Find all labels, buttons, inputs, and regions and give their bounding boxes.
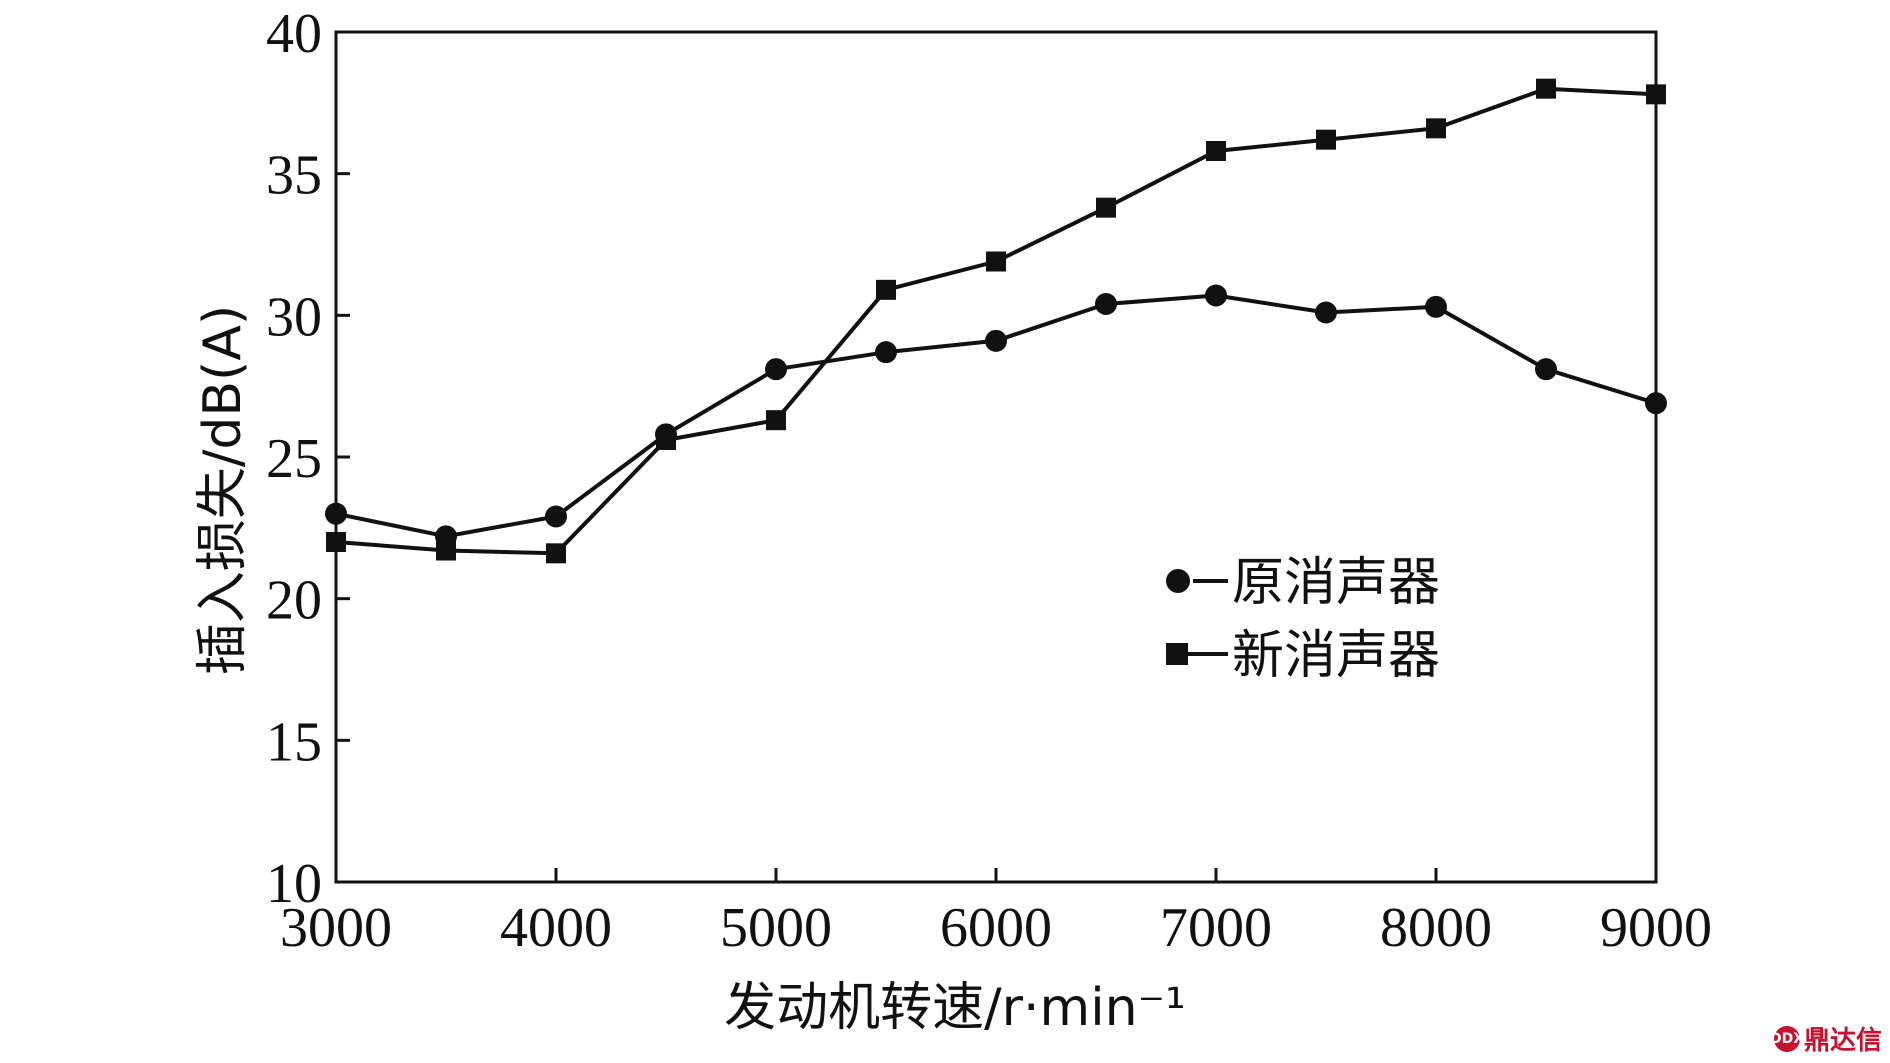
- x-tick-label: 3000: [280, 897, 392, 959]
- watermark-logo-icon: DDX: [1770, 1025, 1804, 1052]
- x-tick-label: 8000: [1380, 897, 1492, 959]
- data-point-circle: [1095, 293, 1117, 315]
- legend-label-new: 新消声器: [1232, 626, 1440, 686]
- y-tick-label: 15: [266, 711, 322, 773]
- data-point-square: [1646, 84, 1666, 105]
- data-point-square: [326, 532, 346, 552]
- y-tick-label: 10: [266, 853, 322, 915]
- data-point-square: [1536, 78, 1556, 99]
- data-point-circle: [875, 341, 897, 364]
- y-tick-label: 35: [266, 145, 322, 207]
- legend-item-original: 原消声器: [1166, 553, 1440, 613]
- series-original: [325, 284, 1667, 548]
- x-tick-label: 9000: [1600, 897, 1712, 959]
- data-point-square: [876, 279, 896, 300]
- watermark-text: 鼎达信: [1803, 1026, 1882, 1056]
- y-tick-label: 25: [266, 428, 322, 490]
- data-point-circle: [1645, 392, 1667, 415]
- data-point-square: [1426, 118, 1446, 139]
- data-point-square: [1206, 141, 1226, 161]
- data-point-circle: [985, 329, 1007, 352]
- data-point-circle: [765, 358, 787, 381]
- data-point-square: [436, 540, 456, 561]
- x-axis-title: 发动机转速/r·min⁻¹: [724, 978, 1186, 1038]
- legend-marker-circle: [1166, 569, 1190, 593]
- x-tick-label: 5000: [720, 897, 832, 959]
- data-point-square: [1316, 129, 1336, 150]
- y-axis-title: 插入损失/dB(A): [193, 305, 253, 675]
- plot-border: [334, 30, 1658, 884]
- y-tick-label: 20: [266, 570, 322, 632]
- x-axis-ticks: 3000 4000 5000 6000 7000 8000 9000: [280, 868, 1712, 959]
- legend-item-new: 新消声器: [1166, 626, 1440, 686]
- data-point-circle: [1425, 295, 1447, 318]
- data-point-circle: [325, 502, 347, 525]
- data-point-circle: [1315, 301, 1337, 324]
- x-tick-label: 4000: [500, 897, 612, 959]
- x-tick-label: 6000: [940, 897, 1052, 959]
- legend: 原消声器 新消声器: [1166, 553, 1440, 686]
- data-point-square: [986, 251, 1006, 272]
- y-axis-ticks: 10 15 20 25 30 35 40: [266, 3, 350, 915]
- legend-marker-square: [1166, 643, 1188, 665]
- watermark: DDX 鼎达信: [1770, 1020, 1882, 1057]
- data-point-circle: [1535, 358, 1557, 381]
- legend-label-original: 原消声器: [1232, 553, 1440, 613]
- series-layer: [325, 78, 1667, 564]
- data-point-circle: [1205, 284, 1227, 307]
- series-new: [326, 78, 1666, 564]
- x-tick-label: 7000: [1160, 897, 1272, 959]
- data-point-square: [1096, 197, 1116, 218]
- data-point-circle: [545, 505, 567, 528]
- data-point-square: [546, 543, 566, 564]
- y-tick-label: 30: [266, 286, 322, 348]
- y-tick-label: 40: [266, 3, 322, 65]
- data-point-square: [656, 430, 676, 450]
- data-point-square: [766, 410, 786, 431]
- plot-frame: [334, 30, 1658, 884]
